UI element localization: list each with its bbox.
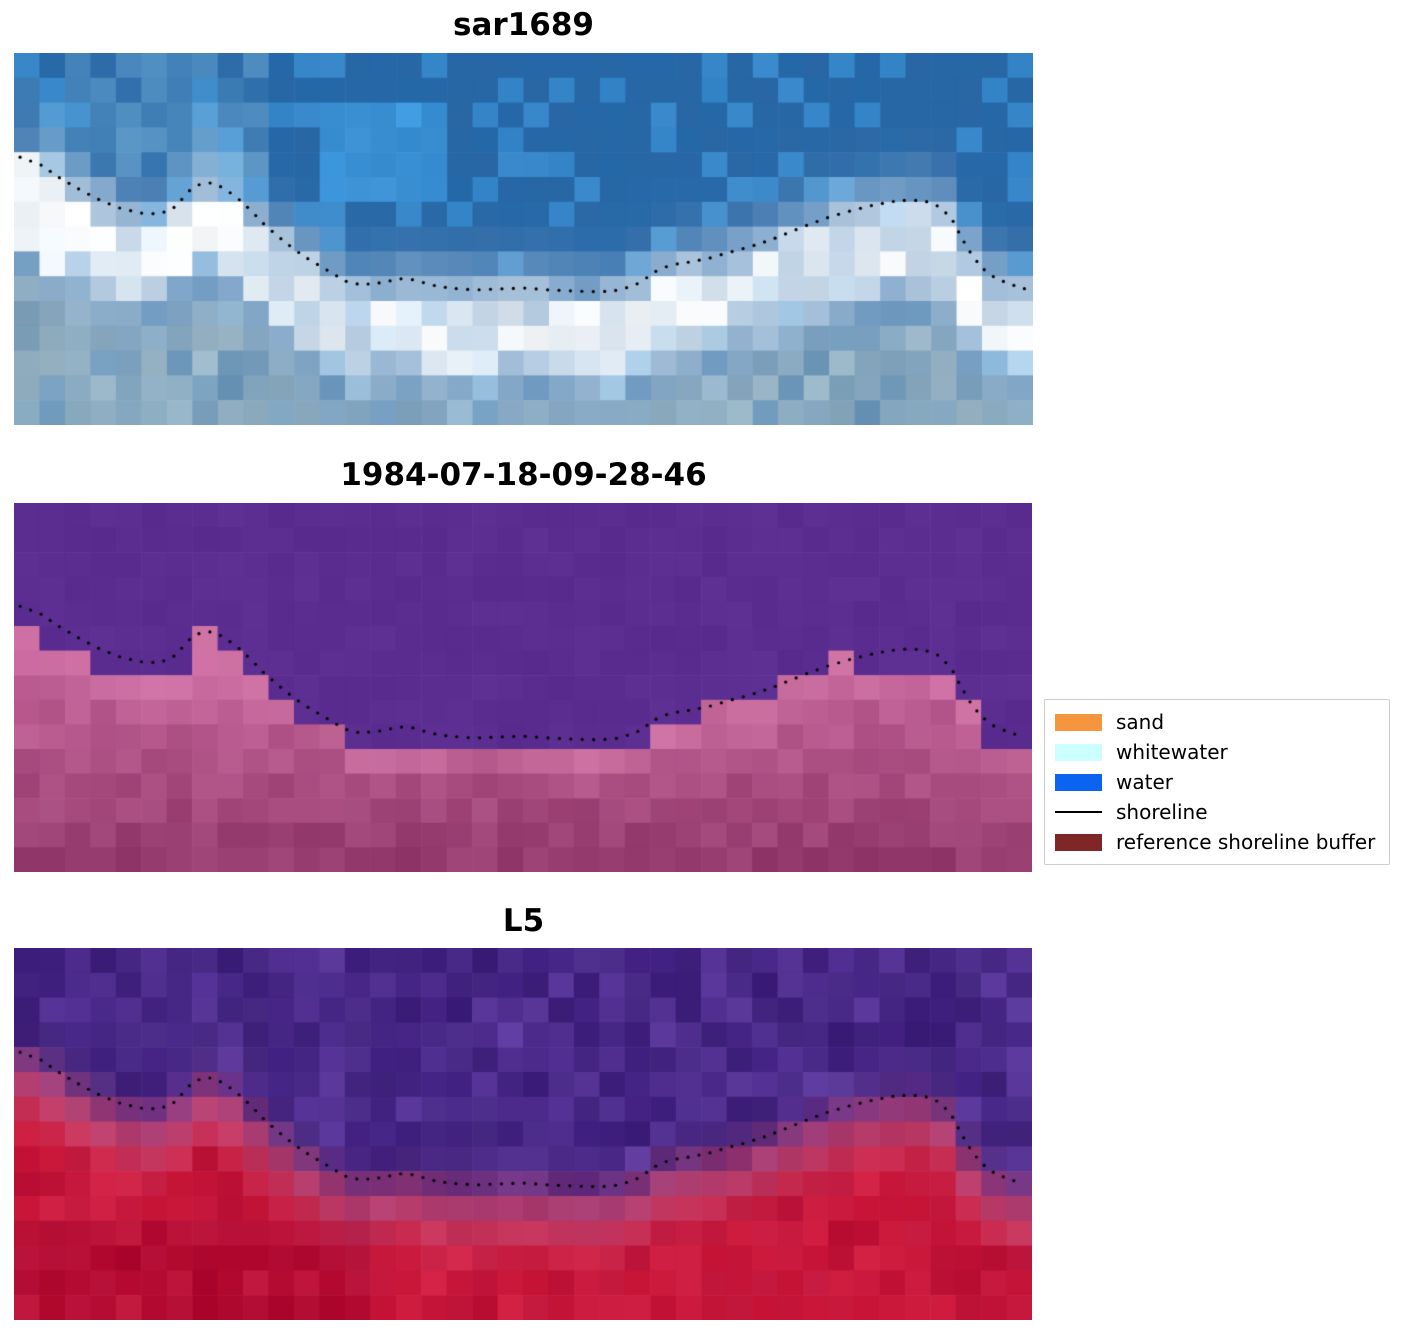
legend-item-water: water [1055,767,1379,797]
panel-title-l5: L5 [502,903,545,939]
legend-item-whitewater: whitewater [1055,737,1379,767]
panel-image-sar1689 [14,53,1033,425]
sand-swatch [1055,713,1102,731]
whitewater-swatch [1055,743,1102,761]
panel-title-classified-date: 1984-07-18-09-28-46 [340,457,707,493]
legend-label-reference-shoreline-buffer: reference shoreline buffer [1116,830,1376,854]
legend-item-sand: sand [1055,707,1379,737]
shoreline-line-swatch [1055,811,1102,813]
panel-image-l5 [14,948,1032,1320]
legend: sand whitewater water shoreline referenc… [1044,699,1390,865]
legend-label-whitewater: whitewater [1116,740,1228,764]
legend-label-sand: sand [1116,710,1165,734]
legend-item-reference-shoreline-buffer: reference shoreline buffer [1055,827,1379,857]
legend-label-water: water [1116,770,1173,794]
panel-image-classified [14,503,1032,872]
reference-shoreline-buffer-swatch [1055,833,1102,851]
water-swatch [1055,773,1102,791]
panel-title-sar1689: sar1689 [453,7,594,43]
legend-label-shoreline: shoreline [1116,800,1208,824]
legend-item-shoreline: shoreline [1055,797,1379,827]
